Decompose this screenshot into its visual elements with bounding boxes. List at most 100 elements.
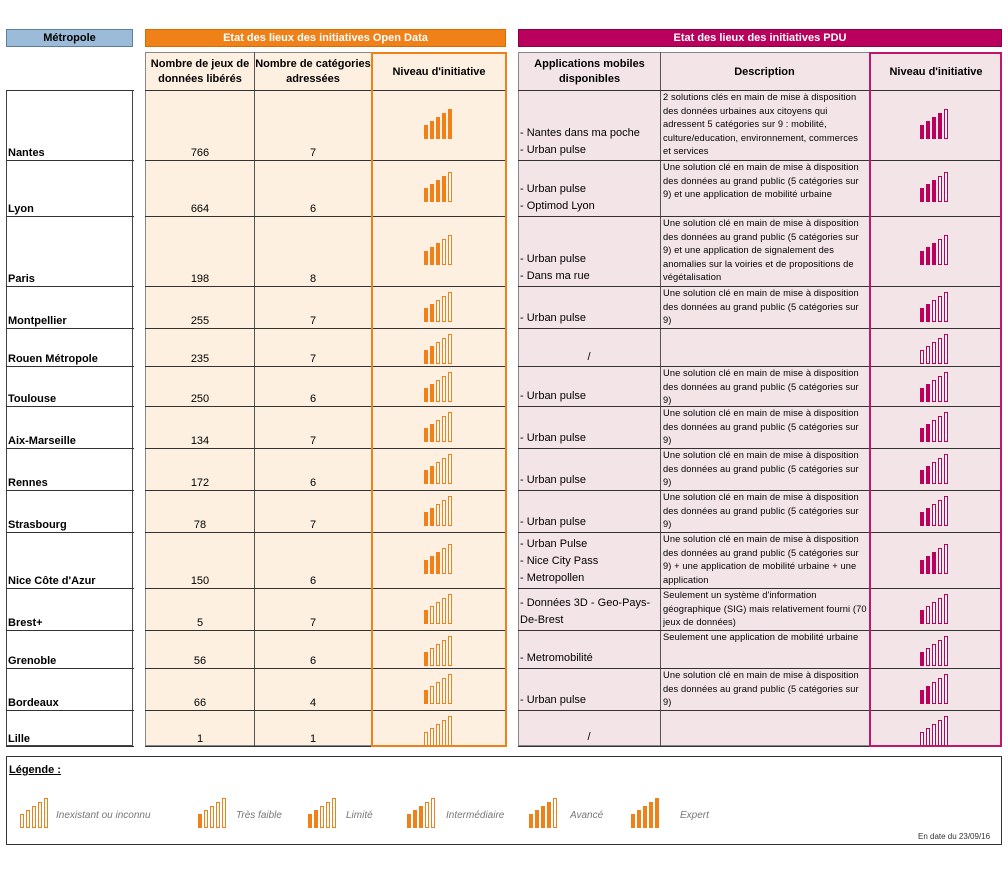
od-level-icon [424, 332, 456, 364]
level-bar [424, 610, 428, 624]
apps-list: - Urban pulse [520, 668, 658, 710]
datasets-count: 134 [190, 435, 210, 447]
row-separator [6, 532, 134, 533]
city-name: Rennes [8, 477, 48, 489]
level-bar [407, 814, 411, 828]
app-item: - Urban pulse [520, 474, 587, 486]
row-separator [518, 710, 1002, 711]
apps-list: - Urban pulse [520, 448, 658, 490]
level-bar [430, 184, 434, 202]
row-separator [6, 588, 134, 589]
level-bar [419, 806, 423, 828]
level-bar [424, 652, 428, 666]
level-bar [541, 806, 545, 828]
pdu-level-column-header: Niveau d'initiative [889, 65, 983, 78]
level-bar [424, 350, 428, 364]
legend-label: Avancé [570, 810, 604, 821]
level-bar [938, 338, 942, 364]
categories-count: 6 [309, 203, 317, 215]
level-bar [932, 462, 936, 484]
level-bar [944, 594, 948, 624]
apps-list: - Urban pulse - Dans ma rue [520, 216, 658, 286]
apps-list: - Urban pulse [520, 366, 658, 406]
app-item: - Metropollen [520, 572, 585, 584]
level-bar [938, 678, 942, 704]
level-bar [32, 806, 36, 828]
city-name: Strasbourg [8, 519, 67, 531]
app-item: - Nice City Pass [520, 555, 599, 567]
apps-list: - Metromobilité [520, 630, 658, 668]
level-bar [938, 113, 942, 139]
level-bar [944, 334, 948, 364]
level-bar [448, 496, 452, 526]
level-bar [448, 235, 452, 265]
level-bar [308, 814, 312, 828]
categories-count: 7 [309, 147, 317, 159]
level-bar [38, 802, 42, 828]
datasets-count: 766 [190, 147, 210, 159]
pdu-level-icon [920, 672, 952, 704]
app-item: - Urban pulse [520, 183, 587, 195]
datasets-count: 150 [190, 575, 210, 587]
level-bar [442, 500, 446, 526]
row-separator [518, 588, 1002, 589]
level-bar [430, 686, 434, 704]
datasets-count: 5 [196, 617, 204, 629]
description-text: Une solution clé en main de mise à dispo… [663, 368, 859, 406]
datasets-count: 78 [193, 519, 207, 531]
level-bar [920, 125, 924, 139]
categories-column-header: Nombre de catégories adressées [255, 58, 371, 85]
level-bar [932, 420, 936, 442]
level-bar [314, 810, 318, 828]
row-separator [518, 286, 1002, 287]
description-text: Une solution clé en main de mise à dispo… [663, 492, 859, 530]
od-level-icon [424, 410, 456, 442]
level-bar [938, 239, 942, 265]
legend-level-icon [20, 796, 52, 828]
apps-list: - Urban pulse [520, 286, 658, 328]
app-item: - Urban pulse [520, 144, 587, 156]
pdu-level-icon [920, 410, 952, 442]
level-bar [436, 644, 440, 666]
pdu-level-icon [920, 233, 952, 265]
od-level-icon [424, 452, 456, 484]
open-data-header: Etat des lieux des initiatives Open Data [145, 29, 506, 47]
row-separator [145, 406, 506, 407]
categories-count: 7 [309, 353, 317, 365]
level-bar [442, 376, 446, 402]
pdu-level-icon [920, 542, 952, 574]
level-bar [442, 678, 446, 704]
level-bar [222, 798, 226, 828]
level-bar [932, 552, 936, 574]
level-bar [204, 810, 208, 828]
level-bar [920, 470, 924, 484]
level-bar [430, 247, 434, 265]
level-bar [938, 548, 942, 574]
level-bar [926, 466, 930, 484]
level-bar [932, 380, 936, 402]
level-bar [436, 462, 440, 484]
level-bar [932, 300, 936, 322]
level-bar [430, 384, 434, 402]
level-bar [938, 176, 942, 202]
level-bar [424, 188, 428, 202]
level-bar [413, 810, 417, 828]
od-level-icon [424, 542, 456, 574]
level-bar [326, 802, 330, 828]
level-bar [920, 251, 924, 265]
datasets-count: 255 [190, 315, 210, 327]
od-level-icon [424, 370, 456, 402]
datasets-count: 172 [190, 477, 210, 489]
level-bar [920, 610, 924, 624]
pdu-level-icon [920, 170, 952, 202]
level-bar [920, 188, 924, 202]
level-bar [944, 172, 948, 202]
level-bar [442, 458, 446, 484]
pdu-level-icon [920, 370, 952, 402]
level-bar [926, 556, 930, 574]
categories-count: 6 [309, 477, 317, 489]
level-bar [436, 180, 440, 202]
level-bar [424, 308, 428, 322]
legend-title: Légende : [9, 764, 61, 776]
header-separator [518, 90, 1002, 91]
